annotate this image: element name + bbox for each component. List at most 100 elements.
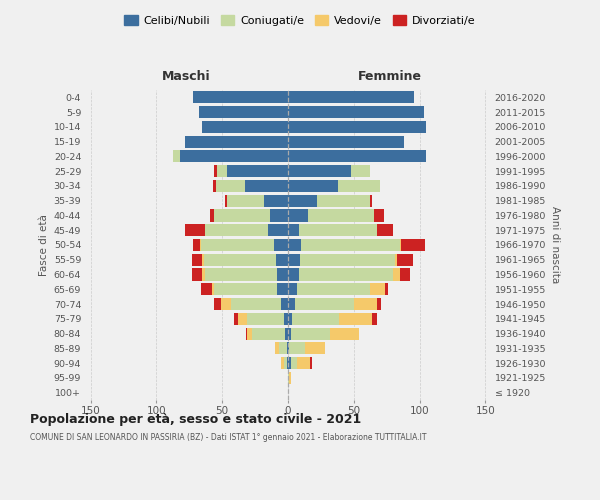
Bar: [295, 298, 354, 310]
Bar: [193, 92, 288, 104]
Bar: [234, 313, 238, 325]
Bar: [199, 106, 288, 118]
Bar: [211, 210, 214, 222]
Bar: [385, 283, 388, 296]
Legend: Celibi/Nubili, Coniugati/e, Vedovi/e, Divorziati/e: Celibi/Nubili, Coniugati/e, Vedovi/e, Di…: [120, 10, 480, 30]
Bar: [205, 224, 268, 236]
Bar: [227, 165, 288, 177]
Bar: [287, 357, 288, 369]
Y-axis label: Anni di nascita: Anni di nascita: [550, 206, 560, 284]
Bar: [269, 210, 288, 222]
Bar: [305, 342, 325, 354]
Bar: [212, 283, 214, 296]
Bar: [370, 283, 385, 296]
Bar: [287, 342, 288, 354]
Bar: [284, 313, 288, 325]
Bar: [288, 136, 404, 147]
Bar: [288, 165, 351, 177]
Bar: [395, 254, 397, 266]
Bar: [400, 239, 401, 251]
Bar: [192, 268, 202, 280]
Bar: [292, 313, 340, 325]
Bar: [401, 239, 425, 251]
Bar: [317, 194, 370, 207]
Bar: [286, 328, 288, 340]
Bar: [276, 254, 288, 266]
Bar: [288, 313, 292, 325]
Bar: [288, 268, 299, 280]
Bar: [351, 165, 370, 177]
Bar: [310, 357, 311, 369]
Bar: [354, 298, 377, 310]
Bar: [214, 298, 221, 310]
Bar: [173, 150, 180, 162]
Bar: [214, 165, 217, 177]
Bar: [215, 180, 245, 192]
Bar: [338, 180, 380, 192]
Bar: [180, 150, 288, 162]
Bar: [372, 313, 377, 325]
Bar: [370, 194, 372, 207]
Bar: [288, 224, 299, 236]
Bar: [377, 224, 393, 236]
Bar: [297, 357, 310, 369]
Bar: [238, 313, 247, 325]
Bar: [245, 180, 288, 192]
Bar: [247, 313, 284, 325]
Bar: [265, 194, 288, 207]
Text: Femmine: Femmine: [358, 70, 422, 82]
Bar: [192, 254, 202, 266]
Bar: [281, 357, 284, 369]
Bar: [288, 328, 290, 340]
Bar: [214, 210, 269, 222]
Bar: [217, 165, 227, 177]
Bar: [221, 298, 232, 310]
Bar: [202, 268, 205, 280]
Bar: [279, 342, 287, 354]
Bar: [297, 283, 370, 296]
Bar: [288, 180, 338, 192]
Bar: [277, 283, 288, 296]
Bar: [185, 224, 205, 236]
Bar: [232, 298, 281, 310]
Bar: [288, 210, 308, 222]
Bar: [288, 283, 297, 296]
Bar: [214, 283, 277, 296]
Bar: [268, 224, 288, 236]
Bar: [330, 328, 359, 340]
Bar: [290, 328, 330, 340]
Bar: [288, 298, 295, 310]
Bar: [288, 194, 317, 207]
Bar: [340, 313, 372, 325]
Bar: [253, 328, 286, 340]
Bar: [277, 268, 288, 280]
Bar: [200, 239, 201, 251]
Bar: [393, 268, 400, 280]
Bar: [193, 239, 200, 251]
Bar: [275, 342, 279, 354]
Bar: [225, 194, 227, 207]
Bar: [288, 121, 426, 133]
Bar: [299, 268, 393, 280]
Bar: [374, 210, 384, 222]
Bar: [204, 254, 276, 266]
Text: Popolazione per età, sesso e stato civile - 2021: Popolazione per età, sesso e stato civil…: [30, 412, 361, 426]
Bar: [300, 254, 395, 266]
Bar: [289, 372, 290, 384]
Bar: [185, 136, 288, 147]
Bar: [281, 298, 288, 310]
Bar: [202, 254, 204, 266]
Bar: [274, 239, 288, 251]
Bar: [213, 180, 215, 192]
Bar: [288, 357, 290, 369]
Y-axis label: Fasce di età: Fasce di età: [40, 214, 49, 276]
Bar: [289, 342, 305, 354]
Bar: [377, 298, 382, 310]
Bar: [246, 328, 247, 340]
Bar: [288, 92, 415, 104]
Bar: [288, 372, 289, 384]
Bar: [205, 268, 277, 280]
Bar: [201, 283, 212, 296]
Bar: [201, 239, 274, 251]
Bar: [247, 328, 253, 340]
